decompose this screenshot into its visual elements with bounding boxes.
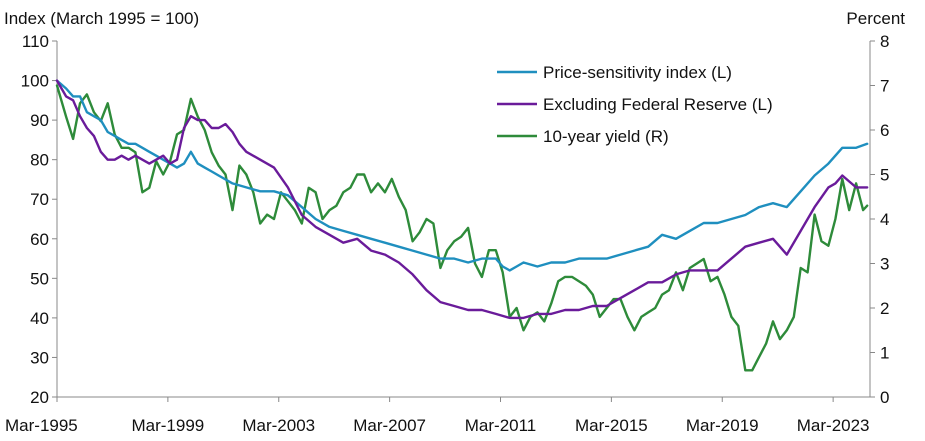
x-tick-label: Mar-2015 bbox=[575, 416, 648, 435]
x-tick-label: Mar-2023 bbox=[797, 416, 870, 435]
x-tick-label: Mar-2011 bbox=[465, 416, 537, 435]
legend-label-10-year-yield: 10-year yield (R) bbox=[543, 127, 669, 146]
x-tick-label: Mar-1999 bbox=[131, 416, 204, 435]
left-tick-label: 80 bbox=[30, 151, 49, 170]
right-tick-label: 1 bbox=[880, 344, 889, 363]
legend: Price-sensitivity index (L) Excluding Fe… bbox=[497, 63, 773, 146]
x-tick-label: Mar-2019 bbox=[686, 416, 759, 435]
right-axis-ticks: 0 1 2 3 4 5 6 7 8 bbox=[870, 32, 889, 407]
left-tick-label: 50 bbox=[30, 269, 49, 288]
x-tick-label: Mar-2003 bbox=[242, 416, 315, 435]
right-tick-label: 8 bbox=[880, 32, 889, 51]
right-axis-title: Percent bbox=[846, 9, 905, 28]
right-tick-label: 2 bbox=[880, 299, 889, 318]
series-line-10-year-yield bbox=[55, 84, 869, 372]
left-tick-label: 90 bbox=[30, 111, 49, 130]
left-axis-title: Index (March 1995 = 100) bbox=[4, 9, 199, 28]
right-tick-label: 6 bbox=[880, 121, 889, 140]
left-tick-label: 60 bbox=[30, 230, 49, 249]
series-layer bbox=[55, 79, 869, 372]
left-tick-label: 30 bbox=[30, 348, 49, 367]
left-tick-label: 40 bbox=[30, 309, 49, 328]
left-tick-label: 100 bbox=[21, 72, 49, 91]
left-tick-label: 110 bbox=[22, 32, 49, 51]
x-tick-label: Mar-1995 bbox=[5, 416, 78, 435]
legend-label-excluding-fed: Excluding Federal Reserve (L) bbox=[543, 95, 773, 114]
right-tick-label: 3 bbox=[880, 255, 889, 274]
x-axis-ticks: Mar-1995 Mar-1999 Mar-2003 Mar-2007 Mar-2011… bbox=[5, 397, 870, 435]
right-tick-label: 4 bbox=[880, 210, 889, 229]
series-line-price-sensitivity bbox=[55, 79, 869, 272]
right-tick-label: 0 bbox=[880, 388, 889, 407]
legend-label-price-sensitivity: Price-sensitivity index (L) bbox=[543, 63, 732, 82]
right-tick-label: 7 bbox=[880, 77, 889, 96]
left-axis-ticks: 20 30 40 50 60 70 80 90 100 110 bbox=[21, 32, 57, 407]
right-tick-label: 5 bbox=[880, 166, 889, 185]
x-tick-label: Mar-2007 bbox=[353, 416, 426, 435]
left-tick-label: 20 bbox=[30, 388, 49, 407]
series-line-excluding-fed bbox=[55, 79, 869, 320]
left-tick-label: 70 bbox=[30, 190, 49, 209]
